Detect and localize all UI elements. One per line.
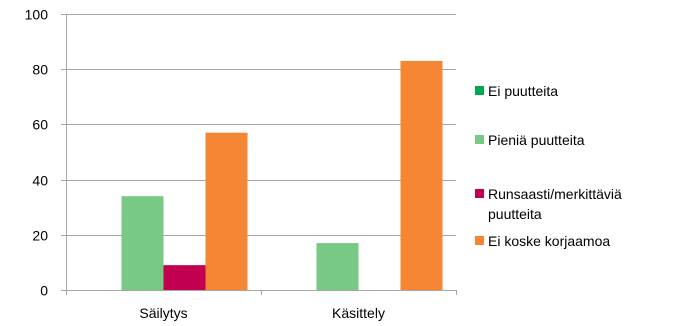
legend-label: Pieniä puutteita: [488, 132, 585, 148]
legend-label: Runsaasti/merkittäviä puutteita: [488, 186, 622, 222]
y-tick-label: 40: [32, 173, 48, 189]
bar-4-2: [400, 60, 443, 290]
axes: [61, 14, 457, 295]
bar-3-1: [163, 265, 206, 290]
legend-swatch: [475, 135, 484, 144]
y-tick-labels: 0 20 40 60 80 100: [25, 7, 49, 299]
legend-swatch: [475, 236, 484, 245]
bars: [121, 60, 443, 290]
legend-label: Ei koske korjaamoa: [488, 233, 610, 249]
gridlines: [66, 14, 456, 236]
x-tick-label: Säilytys: [139, 305, 187, 321]
bar-2-1: [121, 196, 164, 290]
x-tick-labels: Säilytys Käsittely: [139, 305, 385, 321]
legend-label: Ei puutteita: [488, 83, 558, 99]
y-tick-label: 60: [32, 117, 48, 133]
legend-swatch: [475, 189, 484, 198]
bar-2-2: [316, 243, 359, 290]
x-tick-label: Käsittely: [332, 305, 385, 321]
legend: Ei puutteita Pieniä puutteita Runsaasti/me…: [475, 83, 622, 249]
y-tick-label: 20: [32, 228, 48, 244]
y-tick-label: 80: [32, 62, 48, 78]
bar-4-1: [205, 132, 248, 290]
y-tick-label: 0: [40, 283, 48, 299]
y-tick-label: 100: [25, 7, 49, 23]
legend-swatch: [475, 86, 484, 95]
